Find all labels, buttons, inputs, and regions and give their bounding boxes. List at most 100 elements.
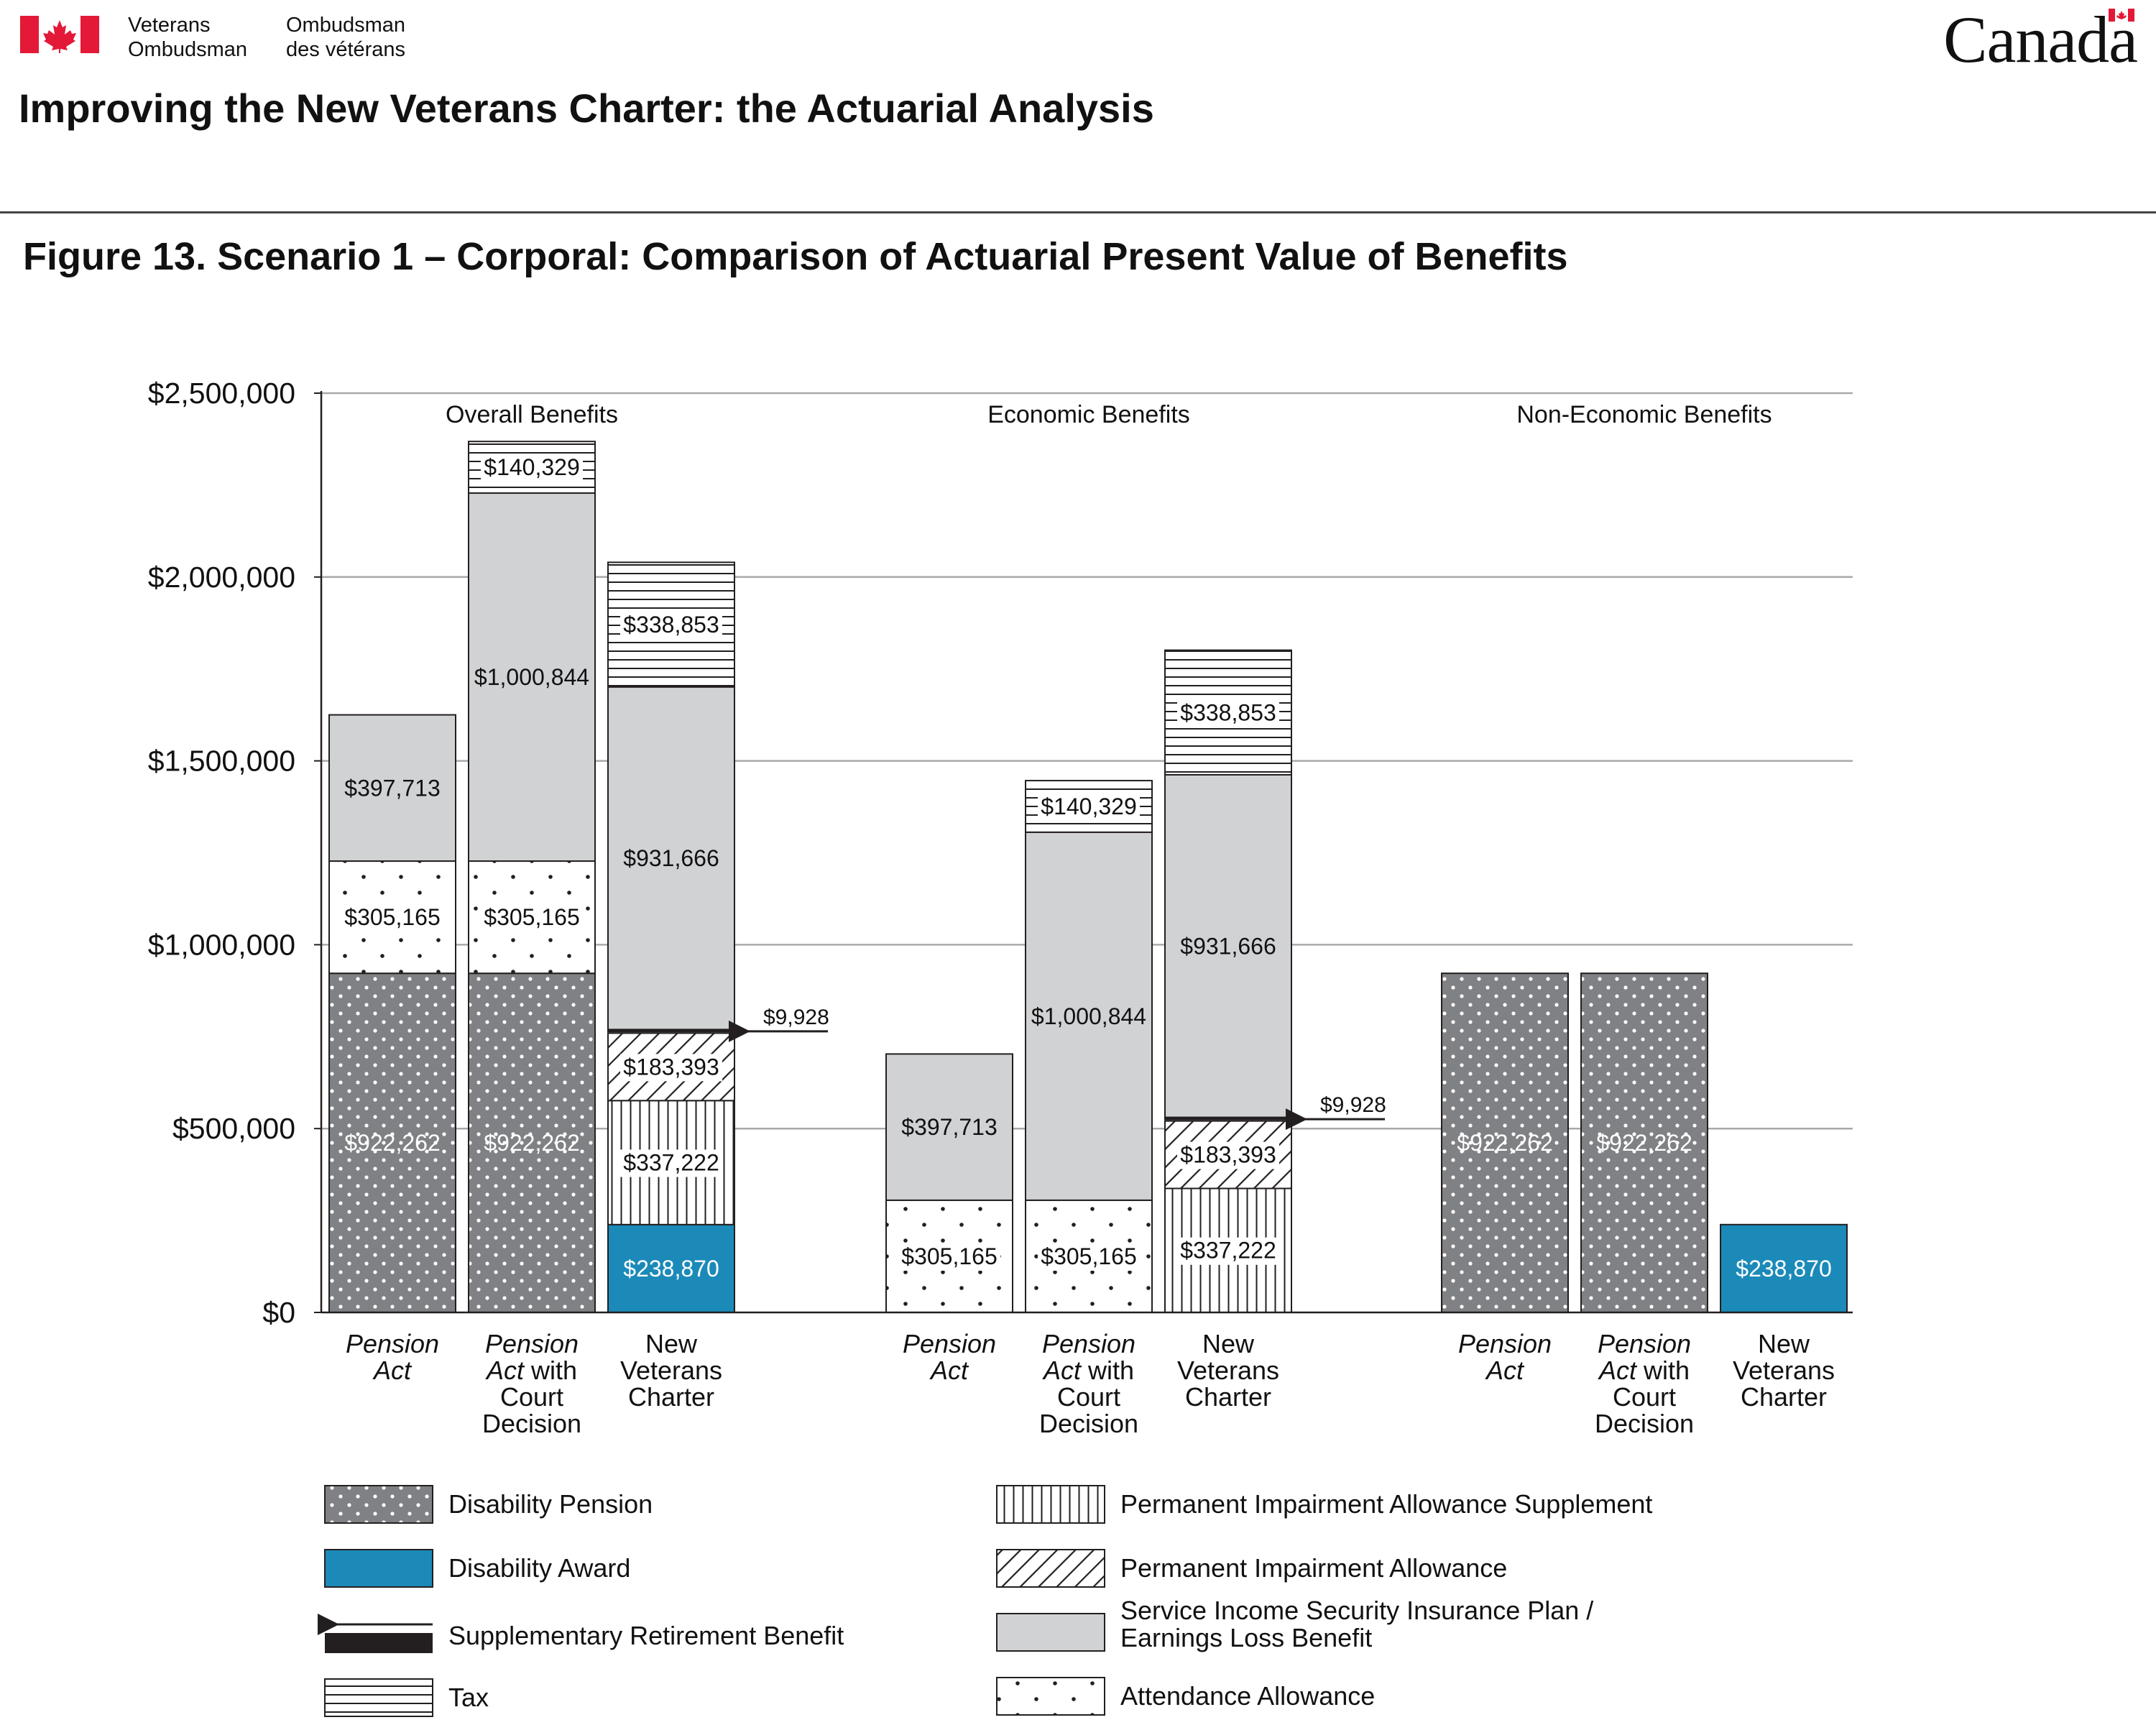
legend-swatch (324, 1678, 433, 1717)
legend-label: Disability Award (448, 1553, 630, 1583)
legend-swatch (996, 1485, 1105, 1524)
legend-label: Service Income Security Insurance Plan / (1120, 1596, 1593, 1625)
category-label: Court (1613, 1382, 1676, 1412)
bar-segment-sisip_elb (328, 714, 456, 862)
bar-segment-sisip_elb (885, 1053, 1013, 1201)
category-label: Decision (1595, 1409, 1694, 1438)
org-fr-line1: Ombudsman (286, 14, 406, 37)
category-label: Veterans (1733, 1356, 1835, 1385)
category-label-plain: with (524, 1356, 577, 1385)
category-label: Veterans (620, 1356, 722, 1385)
data-label: $931,666 (623, 845, 719, 871)
legend-swatch (324, 1485, 433, 1524)
category-label: Act with (1042, 1356, 1134, 1385)
data-label: $922,262 (1457, 1130, 1552, 1156)
category-label: Act (1485, 1356, 1525, 1385)
data-label: $337,222 (623, 1150, 719, 1176)
category-label: Charter (1741, 1382, 1827, 1412)
legend-label: Disability Pension (448, 1489, 653, 1519)
legend-label: Permanent Impairment Allowance Supplemen… (1120, 1489, 1652, 1519)
category-label: Pension (1458, 1329, 1552, 1358)
legend-swatch (325, 1633, 433, 1653)
data-label: $931,666 (1180, 933, 1276, 959)
category-label: Charter (628, 1382, 714, 1412)
data-label-background (481, 904, 583, 932)
legend-label: Tax (448, 1683, 489, 1712)
group-title: Economic Benefits (987, 401, 1190, 428)
category-label: Act with (485, 1356, 577, 1385)
org-name-french: Ombudsman des vétérans (286, 13, 405, 62)
data-label: $305,165 (344, 904, 440, 930)
legend-swatch (996, 1677, 1105, 1716)
axes: $0 $500,000 $1,000,000 $1,500,000 $2,000,000… (148, 377, 1853, 1329)
category-label: New (1202, 1329, 1255, 1358)
data-label: $397,713 (344, 775, 440, 801)
org-fr-line2: des vétérans (286, 38, 406, 61)
bar-segment-sisip_elb (468, 492, 596, 862)
org-name-english: Veterans Ombudsman (128, 13, 247, 62)
data-label: $338,853 (1180, 699, 1276, 725)
category-label: Decision (1039, 1409, 1138, 1438)
data-label: $337,222 (1180, 1238, 1276, 1264)
data-label: $183,393 (623, 1054, 719, 1080)
data-label: $922,262 (344, 1130, 440, 1156)
legend-label: Permanent Impairment Allowance (1120, 1553, 1507, 1583)
legend-label: Earnings Loss Benefit (1120, 1623, 1372, 1652)
y-tick-label: $1,000,000 (148, 928, 295, 961)
bar-segment-sisip_elb (1164, 773, 1292, 1118)
report-title: Improving the New Veterans Charter: the … (19, 86, 1154, 131)
category-label: Pension (485, 1329, 579, 1358)
category-label-italic: Act (1042, 1356, 1082, 1385)
category-label: New (1758, 1329, 1810, 1358)
data-label: $305,165 (484, 904, 579, 930)
category-label: Act (372, 1356, 413, 1385)
data-label: $397,713 (901, 1114, 997, 1140)
data-label-background (481, 454, 583, 482)
y-tick-label: $1,500,000 (148, 745, 295, 778)
category-label-italic: Act (485, 1356, 525, 1385)
data-label-background (898, 1243, 1000, 1271)
legend: Disability Pension Disability Award Supple… (318, 1485, 1652, 1717)
bar-segment-disability_award (607, 1223, 735, 1313)
category-label: Act with (1598, 1356, 1690, 1385)
data-label: $140,329 (484, 454, 579, 480)
y-tick-label: $0 (262, 1296, 295, 1329)
category-label: Pension (1042, 1329, 1135, 1358)
category-label: New (645, 1329, 698, 1358)
data-label-background (341, 904, 443, 932)
figure-title: Figure 13. Scenario 1 – Corporal: Compar… (23, 235, 1568, 278)
canada-wordmark: Canada (1943, 3, 2138, 76)
category-label: Court (500, 1382, 563, 1412)
bar-segment-disability_pension (1441, 972, 1569, 1314)
data-label: $305,165 (901, 1243, 997, 1269)
data-label-background (1038, 1243, 1140, 1271)
data-label: $1,000,844 (1031, 1003, 1146, 1029)
header-divider (0, 211, 2156, 213)
bar-labels: Overall Benefits $922,262 $305,165 $397,713… (341, 401, 1835, 1438)
category-label: Veterans (1177, 1356, 1279, 1385)
legend-swatch (324, 1549, 433, 1588)
data-label: $238,870 (1736, 1256, 1831, 1282)
y-tick-label: $2,500,000 (148, 377, 295, 410)
data-label-background (620, 1149, 722, 1177)
data-label-background (1038, 793, 1140, 821)
category-label: Charter (1185, 1382, 1271, 1412)
legend-label: Attendance Allowance (1120, 1681, 1375, 1711)
data-label: $238,870 (623, 1256, 719, 1282)
category-label: Pension (1598, 1329, 1691, 1358)
category-label: Pension (346, 1329, 439, 1358)
data-label-background (620, 612, 722, 640)
bar-segment-sisip_elb (607, 686, 735, 1031)
data-label-background (620, 1054, 722, 1082)
data-label: $1,000,844 (474, 664, 589, 690)
legend-label: Supplementary Retirement Benefit (448, 1621, 844, 1650)
category-label: Act (929, 1356, 969, 1385)
bar-segment-sisip_elb (1025, 831, 1153, 1201)
data-label: $305,165 (1041, 1243, 1136, 1269)
category-label-italic: Act (1598, 1356, 1638, 1385)
data-label-background (1177, 1237, 1279, 1265)
data-label: $183,393 (1180, 1142, 1276, 1168)
legend-swatch (996, 1549, 1105, 1588)
data-label-background (1177, 699, 1279, 727)
